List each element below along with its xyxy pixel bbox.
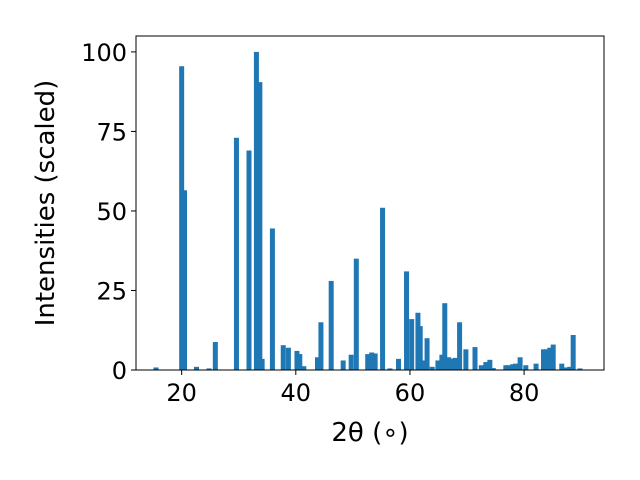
bar: [567, 366, 573, 370]
bar: [348, 354, 354, 370]
bar: [206, 368, 212, 370]
bar: [435, 360, 441, 370]
bar: [380, 207, 386, 370]
bar: [179, 66, 185, 370]
bar: [280, 345, 286, 370]
x-tick-label: 20: [166, 379, 197, 407]
bar: [365, 354, 371, 370]
bar: [457, 322, 463, 370]
bar: [253, 51, 259, 371]
bar: [340, 360, 346, 370]
bar: [439, 354, 445, 370]
bar: [318, 322, 324, 370]
bar: [523, 365, 529, 370]
bar: [421, 360, 427, 370]
bar: [212, 342, 218, 370]
bars-group: [153, 51, 583, 371]
bar: [472, 347, 478, 370]
bar: [449, 358, 455, 370]
bar: [533, 363, 539, 370]
bar: [424, 338, 430, 370]
bar: [328, 280, 334, 370]
bar: [513, 363, 519, 370]
x-tick-label: 60: [395, 379, 426, 407]
y-axis-ticks: 0 25 50 75 100: [81, 39, 136, 385]
bar: [396, 358, 402, 370]
bar: [259, 358, 265, 370]
bar: [404, 271, 410, 370]
x-axis-ticks: 20 40 60 80: [166, 370, 539, 407]
bar: [452, 357, 458, 370]
bar: [301, 366, 307, 370]
bar: [541, 349, 546, 370]
bar: [369, 352, 375, 370]
y-tick-label: 25: [96, 277, 127, 305]
bar: [510, 364, 516, 370]
y-tick-label: 100: [81, 39, 127, 67]
bar: [285, 347, 291, 370]
bar: [487, 359, 493, 370]
bar: [269, 228, 275, 370]
bar: [442, 303, 448, 370]
bar: [387, 368, 393, 370]
bar: [517, 357, 523, 370]
bar: [353, 258, 359, 370]
bar: [257, 82, 263, 371]
bar: [446, 357, 452, 370]
bar: [153, 367, 159, 370]
bar: [182, 190, 188, 370]
y-tick-label: 0: [112, 357, 127, 385]
bar: [478, 365, 484, 370]
bar: [559, 363, 565, 370]
bar: [463, 349, 469, 370]
bar: [483, 362, 489, 370]
bar: [314, 357, 320, 370]
bar: [409, 319, 415, 370]
bar: [506, 365, 512, 370]
x-tick-label: 40: [281, 379, 312, 407]
y-tick-label: 50: [96, 198, 127, 226]
bar: [563, 367, 569, 370]
bar: [297, 354, 303, 370]
x-tick-label: 80: [509, 379, 540, 407]
bar: [294, 350, 300, 370]
bar: [547, 347, 553, 370]
y-tick-label: 75: [96, 118, 127, 146]
bar: [490, 368, 496, 370]
bar: [417, 326, 423, 370]
bar: [503, 365, 509, 370]
bar: [550, 344, 556, 370]
bar: [233, 137, 239, 370]
bar: [570, 335, 576, 370]
bar: [246, 150, 252, 370]
bar: [372, 353, 378, 370]
bar: [543, 349, 549, 370]
x-axis-label: 2θ (∘): [331, 418, 408, 448]
bar: [577, 368, 583, 370]
y-axis-label: Intensities (scaled): [31, 80, 61, 327]
plot-frame: [135, 35, 605, 371]
bar: [194, 366, 199, 370]
bar: [429, 366, 435, 370]
